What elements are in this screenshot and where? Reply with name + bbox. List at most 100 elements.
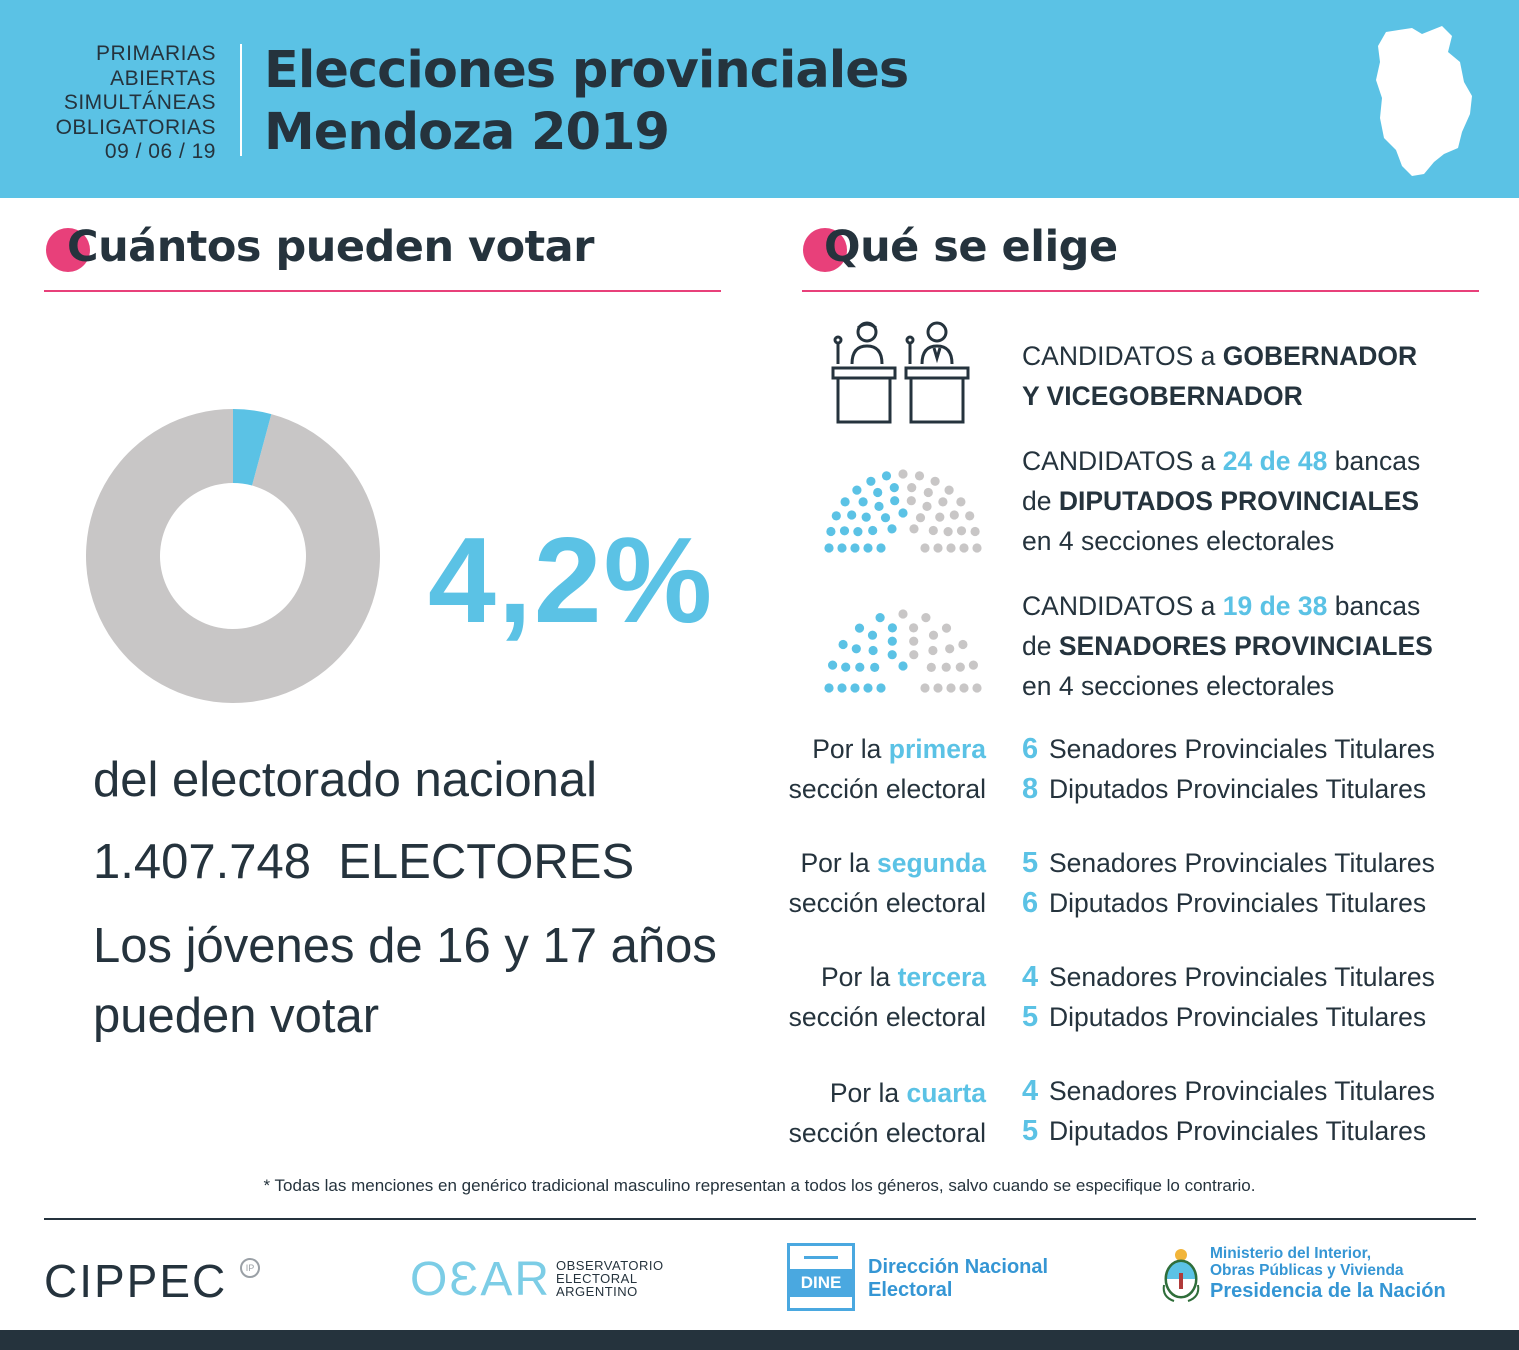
seat-not-elected xyxy=(945,644,955,654)
section-seccion: sección electoral xyxy=(788,1002,986,1032)
diputados-line3: en 4 secciones electorales xyxy=(1022,526,1335,556)
seat-elected xyxy=(851,644,861,654)
dine-logo-icon: DINE xyxy=(787,1243,855,1311)
seat-elected xyxy=(838,639,848,650)
oear-subtitle: OBSERVATORIO ELECTORAL ARGENTINO xyxy=(556,1259,664,1298)
seat-not-elected xyxy=(926,662,936,672)
seat-not-elected xyxy=(958,639,968,650)
governor-bold: GOBERNADOR xyxy=(1222,341,1418,371)
ministerio-line-1: Ministerio del Interior, xyxy=(1210,1245,1372,1262)
seat-not-elected xyxy=(909,650,919,660)
seat-elected xyxy=(876,683,886,693)
ministerio-name: Ministerio del Interior, Obras Públicas … xyxy=(1210,1245,1446,1303)
seat-not-elected xyxy=(898,609,908,619)
seat-elected xyxy=(824,543,834,553)
diputados-prefix: CANDIDATOS a xyxy=(1022,446,1223,476)
paso-date: 09 / 06 / 19 xyxy=(104,140,216,163)
section-ordinal: segunda xyxy=(877,848,986,878)
escudo-nacional-icon xyxy=(1162,1249,1200,1302)
paso-label: PRIMARIAS ABIERTAS SIMULTÁNEAS OBLIGATOR… xyxy=(56,42,216,165)
seat-not-elected xyxy=(933,683,943,693)
senadores-text: CANDIDATOS a 19 de 38 bancas de SENADORE… xyxy=(1022,586,1433,706)
seat-elected xyxy=(880,513,891,523)
diputados-count: 5 xyxy=(1022,1001,1039,1033)
pink-dot-icon xyxy=(803,228,847,272)
seat-elected xyxy=(887,524,897,534)
section-rule-left xyxy=(44,290,721,292)
seat-not-elected xyxy=(968,660,978,670)
seat-elected xyxy=(847,510,857,520)
paso-line: SIMULTÁNEAS xyxy=(63,91,216,114)
paso-line: PRIMARIAS xyxy=(95,42,216,65)
seat-elected xyxy=(887,650,897,660)
electores-number: 1.407.748 xyxy=(93,835,311,889)
seat-not-elected xyxy=(920,543,930,553)
seat-not-elected xyxy=(923,487,933,498)
donut-share-segment xyxy=(233,409,272,486)
vicegovernor-bold: Y VICEGOBERNADOR xyxy=(1022,381,1303,411)
section-2-label: Por la segunda sección electoral xyxy=(789,843,986,923)
senadores-line3: en 4 secciones electorales xyxy=(1022,671,1335,701)
electorado-label: del electorado nacional xyxy=(93,753,597,807)
seat-not-elected xyxy=(941,623,952,633)
diputados-suffix: bancas xyxy=(1327,446,1421,476)
section-seccion: sección electoral xyxy=(788,774,986,804)
seat-not-elected xyxy=(956,526,967,536)
seat-not-elected xyxy=(941,662,951,672)
seat-not-elected xyxy=(898,469,908,479)
seat-elected xyxy=(898,661,908,671)
seat-elected xyxy=(858,497,868,507)
seat-not-elected xyxy=(959,683,969,693)
senadores-count: 4 xyxy=(1022,961,1039,993)
ministerio-line-2: Obras Públicas y Vivienda xyxy=(1210,1261,1404,1279)
seat-not-elected xyxy=(959,543,969,553)
seat-elected xyxy=(824,683,834,693)
seat-elected xyxy=(852,485,862,495)
seat-not-elected xyxy=(909,636,919,646)
cippec-badge-text: IP xyxy=(245,1263,255,1273)
diputados-count: 5 xyxy=(1022,1115,1039,1147)
youth-line-2: pueden votar xyxy=(93,989,380,1043)
seat-elected xyxy=(839,526,850,536)
title-initial: C xyxy=(67,222,99,272)
governor-text: CANDIDATOS a GOBERNADOR Y VICEGOBERNADOR xyxy=(1022,336,1417,416)
seat-not-elected xyxy=(915,513,926,523)
cippec-logo: CIPPEC xyxy=(44,1255,228,1307)
section-3-seats: 4 Senadores Provinciales Titulares 5 Diput… xyxy=(1022,957,1435,1037)
seat-not-elected xyxy=(933,543,943,553)
footnote: * Todas las menciones en genérico tradic… xyxy=(263,1176,1256,1195)
title-line-1: Elecciones provinciales xyxy=(264,41,909,100)
title-rest: uántos pueden votar xyxy=(98,222,594,272)
seat-not-elected xyxy=(906,496,916,506)
seat-not-elected xyxy=(938,497,948,507)
seat-elected xyxy=(876,543,886,553)
seat-not-elected xyxy=(946,543,956,553)
percent-value: 4,2% xyxy=(428,512,715,648)
senadores-suffix: bancas xyxy=(1327,591,1421,621)
seat-elected xyxy=(854,623,865,633)
section-seccion: sección electoral xyxy=(788,888,986,918)
section-4-seats: 4 Senadores Provinciales Titulares 5 Diput… xyxy=(1022,1071,1435,1151)
electorate-donut-chart xyxy=(86,409,380,703)
seat-not-elected xyxy=(930,476,940,486)
diputados-line2-prefix: de xyxy=(1022,486,1059,516)
section-3-label: Por la tercera sección electoral xyxy=(789,957,986,1037)
presidencia-line: Presidencia de la Nación xyxy=(1210,1280,1446,1302)
seat-elected xyxy=(867,630,878,640)
senadores-count-label: Senadores Provinciales Titulares xyxy=(1049,1076,1435,1106)
oear-sub-line: ARGENTINO xyxy=(556,1284,638,1299)
seat-not-elected xyxy=(922,501,932,511)
oear-sub-line: ELECTORAL xyxy=(556,1271,638,1286)
title-line-2: Mendoza 2019 xyxy=(264,103,670,162)
seat-elected xyxy=(863,683,873,693)
seat-elected xyxy=(828,660,838,670)
seat-not-elected xyxy=(970,526,980,537)
seat-elected xyxy=(855,662,865,672)
seat-not-elected xyxy=(946,683,956,693)
dine-box-label: DINE xyxy=(790,1269,852,1297)
donut-rest-segment xyxy=(86,409,380,703)
seat-not-elected xyxy=(928,630,939,640)
seat-elected xyxy=(868,645,878,656)
seat-not-elected xyxy=(972,683,982,693)
section-ordinal: tercera xyxy=(897,962,986,992)
